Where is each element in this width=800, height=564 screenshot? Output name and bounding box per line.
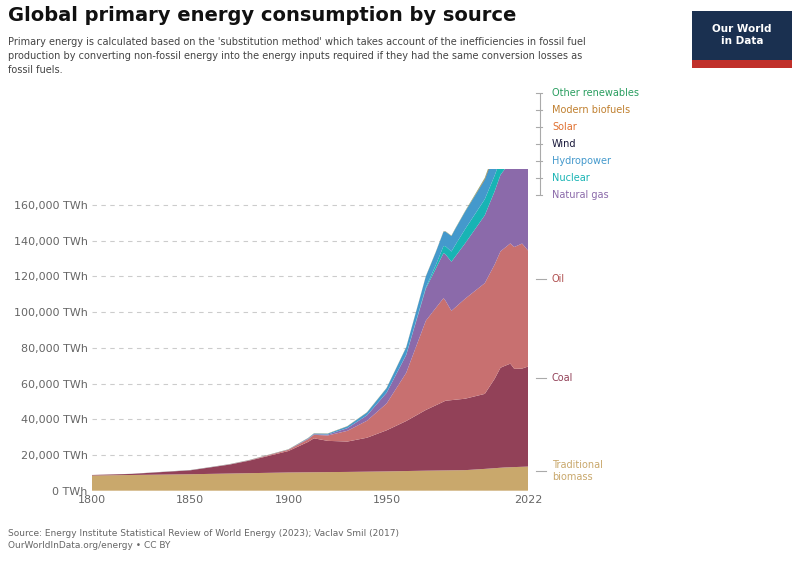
- Text: Coal: Coal: [552, 373, 574, 383]
- Text: Our World
in Data: Our World in Data: [712, 24, 772, 46]
- Text: Oil: Oil: [552, 274, 565, 284]
- Text: Source: Energy Institute Statistical Review of World Energy (2023); Vaclav Smil : Source: Energy Institute Statistical Rev…: [8, 529, 399, 550]
- Text: Nuclear: Nuclear: [552, 173, 590, 183]
- Text: Global primary energy consumption by source: Global primary energy consumption by sou…: [8, 6, 516, 25]
- Text: Hydropower: Hydropower: [552, 156, 611, 166]
- Text: Solar: Solar: [552, 122, 577, 132]
- Text: Traditional
biomass: Traditional biomass: [552, 460, 603, 482]
- Text: Natural gas: Natural gas: [552, 190, 609, 200]
- Text: Other renewables: Other renewables: [552, 88, 639, 98]
- Text: Modern biofuels: Modern biofuels: [552, 105, 630, 115]
- Text: Primary energy is calculated based on the 'substitution method' which takes acco: Primary energy is calculated based on th…: [8, 37, 586, 74]
- Text: Wind: Wind: [552, 139, 577, 149]
